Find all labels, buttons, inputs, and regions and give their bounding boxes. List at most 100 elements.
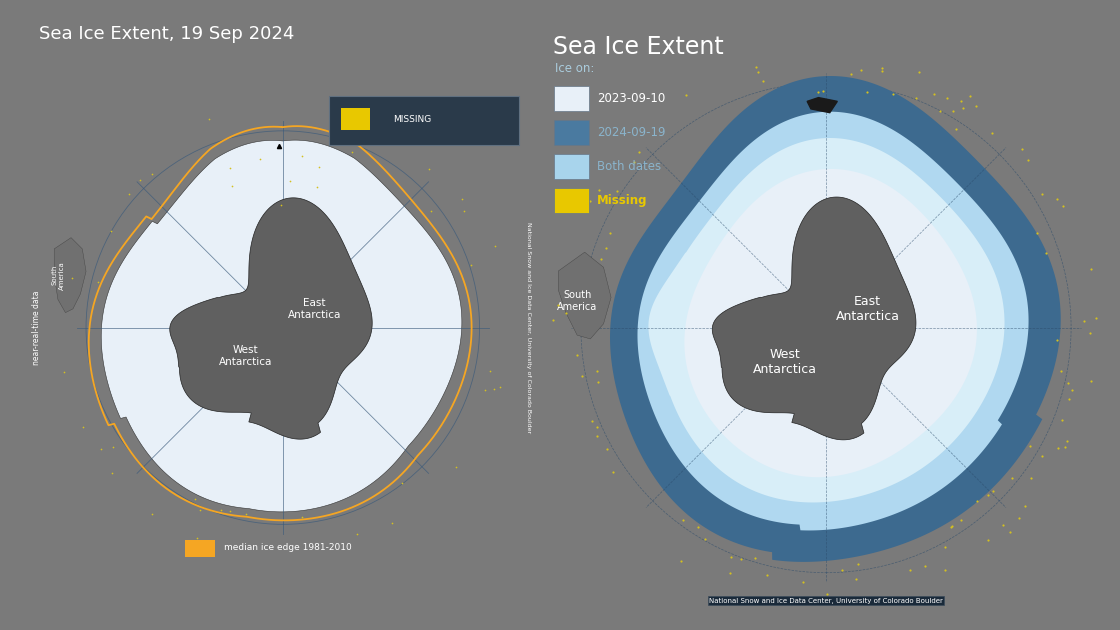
Point — [631, 147, 648, 157]
Point — [327, 110, 345, 120]
Point — [874, 66, 892, 76]
Point — [310, 162, 328, 172]
Point — [421, 206, 439, 216]
Point — [746, 553, 764, 563]
Point — [1058, 378, 1076, 388]
Point — [452, 194, 470, 204]
Point — [272, 200, 290, 210]
Point — [979, 490, 997, 500]
Bar — [342, 108, 371, 130]
Point — [581, 196, 599, 206]
Point — [308, 181, 326, 192]
Point — [1002, 472, 1020, 483]
Point — [983, 129, 1001, 139]
Point — [573, 370, 591, 381]
Point — [995, 520, 1012, 530]
Point — [63, 273, 81, 283]
Polygon shape — [648, 138, 1005, 503]
Point — [841, 69, 859, 79]
Text: East
Antarctica: East Antarctica — [288, 298, 342, 319]
Point — [731, 554, 749, 564]
Point — [909, 67, 927, 77]
Point — [1037, 248, 1055, 258]
Point — [1057, 436, 1075, 446]
Point — [858, 87, 876, 97]
Point — [967, 101, 984, 111]
Point — [936, 565, 954, 575]
Point — [293, 151, 311, 161]
Point — [872, 62, 890, 72]
Point — [486, 241, 504, 251]
Point — [931, 105, 949, 115]
Point — [754, 76, 772, 86]
Point — [983, 486, 1001, 496]
Point — [948, 123, 965, 134]
Point — [121, 189, 139, 199]
Point — [925, 89, 943, 99]
Point — [582, 416, 600, 427]
Point — [942, 522, 960, 532]
Point — [747, 62, 765, 72]
Point — [1048, 193, 1066, 203]
Point — [1001, 527, 1019, 537]
Polygon shape — [170, 198, 372, 439]
Polygon shape — [712, 197, 916, 440]
Point — [608, 186, 626, 196]
Point — [237, 509, 255, 519]
Point — [1027, 228, 1045, 238]
Polygon shape — [808, 98, 838, 113]
Polygon shape — [101, 140, 461, 512]
Point — [420, 164, 438, 174]
Text: South
America: South America — [52, 261, 65, 290]
Point — [696, 534, 713, 544]
Point — [943, 520, 961, 530]
Point — [1055, 442, 1073, 452]
Point — [814, 86, 832, 96]
Point — [293, 512, 311, 522]
Point — [491, 382, 508, 392]
Point — [884, 89, 902, 99]
Point — [1010, 513, 1028, 524]
Point — [672, 556, 690, 566]
Point — [673, 515, 691, 525]
Point — [721, 552, 739, 562]
Point — [104, 442, 122, 452]
Point — [1033, 190, 1051, 200]
Point — [589, 377, 607, 387]
Point — [597, 243, 615, 253]
Point — [1082, 263, 1100, 273]
Point — [447, 462, 465, 472]
Polygon shape — [637, 112, 1028, 530]
Point — [1054, 415, 1072, 425]
Point — [393, 478, 411, 488]
Point — [93, 444, 111, 454]
FancyBboxPatch shape — [554, 86, 589, 111]
Point — [1088, 313, 1105, 323]
Polygon shape — [610, 76, 1061, 562]
Point — [251, 154, 269, 164]
Point — [213, 505, 231, 515]
Text: Sea Ice Extent: Sea Ice Extent — [552, 35, 724, 59]
Text: National Snow and Ice Data Center, University of Colorado Boulder: National Snow and Ice Data Center, Unive… — [709, 598, 943, 604]
Point — [758, 570, 776, 580]
Point — [591, 254, 609, 264]
Point — [590, 185, 608, 195]
Point — [604, 467, 622, 477]
Point — [190, 505, 208, 515]
Text: median ice edge 1981-2010: median ice edge 1981-2010 — [224, 543, 352, 553]
FancyBboxPatch shape — [329, 96, 519, 145]
Point — [103, 468, 121, 478]
Point — [749, 67, 767, 77]
Text: West
Antarctica: West Antarctica — [218, 345, 272, 367]
Point — [588, 422, 606, 432]
Point — [961, 91, 979, 101]
Point — [281, 176, 299, 186]
Point — [102, 226, 120, 236]
FancyBboxPatch shape — [554, 154, 589, 179]
Point — [819, 589, 837, 599]
Point — [199, 114, 217, 124]
Polygon shape — [54, 238, 86, 312]
Polygon shape — [558, 252, 612, 339]
Text: 2023-09-10: 2023-09-10 — [597, 92, 665, 105]
Point — [463, 260, 480, 270]
